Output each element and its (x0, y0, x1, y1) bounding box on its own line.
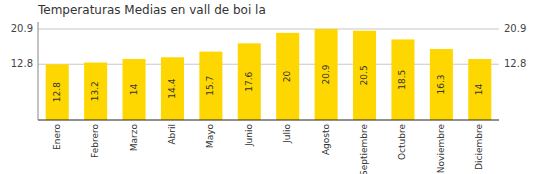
data-label: 13.2 (90, 81, 100, 101)
x-tick-label: Junio (244, 124, 254, 148)
x-tick-label: Abril (167, 124, 177, 145)
x-tick-label: Noviembre (436, 124, 446, 174)
chart: Temperaturas Medias en vall de boi la 20.… (0, 0, 537, 174)
bar (391, 39, 414, 120)
data-label: 14 (474, 84, 484, 96)
bar (276, 33, 299, 120)
x-tick-label: Septiembre (359, 124, 369, 174)
bars (46, 29, 492, 120)
x-tick-label: Enero (52, 124, 62, 150)
x-tick-label: Febrero (90, 124, 100, 158)
data-label: 20.5 (359, 65, 369, 85)
x-tick-label: Julio (282, 124, 292, 144)
bar (238, 43, 261, 120)
x-tick-label: Diciembre (474, 124, 484, 170)
bar (353, 31, 376, 120)
data-label: 17.6 (244, 71, 254, 91)
x-axis-line (38, 120, 499, 121)
bar (161, 57, 184, 120)
bar (84, 63, 107, 120)
data-label: 14 (129, 84, 139, 96)
bar (315, 29, 338, 120)
x-tick-label: Marzo (129, 124, 139, 152)
data-label: 12.8 (52, 82, 62, 102)
x-tick-label: Mayo (205, 124, 215, 149)
y-tick-label-right: 20.9 (504, 23, 526, 34)
data-label: 20 (282, 70, 292, 82)
grid-line (38, 28, 499, 29)
data-label: 15.7 (205, 76, 215, 96)
y-tick-label: 20.9 (11, 23, 33, 34)
title: Temperaturas Medias en vall de boi la (37, 3, 266, 17)
x-tick-label: Octubre (397, 124, 407, 160)
y-tick-label-right: 12.8 (504, 58, 526, 69)
y-tick-label: 12.8 (11, 58, 33, 69)
data-label: 20.9 (321, 64, 331, 84)
bar (468, 59, 491, 120)
bar (199, 52, 222, 120)
bar (46, 64, 69, 120)
x-tick-label: Agosto (321, 124, 331, 156)
bar (123, 59, 146, 120)
y-axis-line (38, 22, 39, 120)
bar (430, 49, 453, 120)
data-label: 16.3 (436, 74, 446, 94)
data-label: 14.4 (167, 78, 177, 98)
data-label: 18.5 (397, 70, 407, 90)
chart-container: Temperaturas Medias en vall de boi la 20.… (0, 0, 537, 174)
